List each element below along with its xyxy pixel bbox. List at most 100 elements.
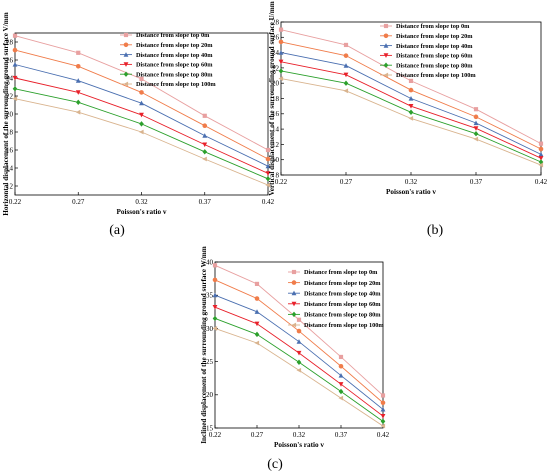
legend-marker <box>291 322 297 328</box>
legend-label: Distance from slope top 20m <box>396 33 473 40</box>
data-point <box>338 373 344 378</box>
data-point <box>12 86 18 92</box>
x-tick-label: 0.22 <box>9 198 22 206</box>
y-tick-label: 10 <box>272 156 280 164</box>
legend-marker <box>123 42 129 48</box>
y-tick-label: 12 <box>272 141 280 149</box>
legend: Distance from slope top 0m Distance from … <box>288 269 384 329</box>
legend-label: Distance from slope top 40m <box>396 43 473 50</box>
x-tick-label: 0.27 <box>72 198 85 206</box>
data-point <box>538 151 544 157</box>
legend-label: Distance from slope top 100m <box>136 81 216 88</box>
legend-label: Distance from slope top 20m <box>136 42 213 49</box>
chart-panel-2: 8 10 12 14 16 18 20 22 24 26 28 0.22 0.27 0.32 0.37 0.4… <box>268 1 548 238</box>
legend-label: Distance from slope top 60m <box>396 53 473 60</box>
y-tick-label: 20 <box>206 391 214 399</box>
data-point <box>202 123 208 129</box>
y-tick-label: 14 <box>272 126 280 134</box>
data-point <box>202 133 208 138</box>
data-point <box>265 156 271 162</box>
data-point <box>139 112 144 118</box>
data-point <box>473 136 479 142</box>
legend-label: Distance from slope top 40m <box>304 290 381 297</box>
legend-marker <box>123 52 129 57</box>
legend-marker <box>291 280 297 285</box>
data-point <box>202 113 207 118</box>
y-tick-label: 35 <box>206 292 214 300</box>
data-point <box>408 78 414 84</box>
data-point <box>212 315 218 322</box>
data-point <box>278 76 284 82</box>
y-tick-label: 20 <box>272 80 280 88</box>
data-point <box>473 120 479 126</box>
x-tick-label: 0.27 <box>340 178 353 186</box>
x-tick-label: 0.42 <box>535 178 548 186</box>
legend-label: Distance from slope top 60m <box>304 301 381 308</box>
legend-marker <box>123 81 129 87</box>
y-tick-label: 24 <box>6 74 14 82</box>
data-point <box>380 393 386 398</box>
chart-panel-3: 15 20 25 30 35 40 0.22 0.27 0.32 0.37 0.42 Poisson'… <box>200 246 390 472</box>
legend-marker <box>383 33 389 39</box>
y-tick-label: 22 <box>272 64 280 72</box>
y-axis-label: Horizontal displacement of the surroundi… <box>2 12 10 215</box>
data-point <box>265 147 271 153</box>
legend-marker <box>123 71 129 77</box>
panel-label: (b) <box>427 223 444 238</box>
data-point <box>139 121 144 127</box>
data-point <box>473 126 479 131</box>
data-point <box>343 63 349 68</box>
legend-label: Distance from slope top 60m <box>136 62 213 69</box>
data-point <box>278 27 284 32</box>
data-point <box>408 109 414 115</box>
data-point <box>254 321 260 327</box>
legend-marker <box>123 62 129 67</box>
y-tick-label: 40 <box>206 258 214 266</box>
data-point <box>139 90 144 95</box>
data-point <box>538 162 544 168</box>
data-point <box>296 339 302 344</box>
y-tick-label: 12 <box>6 182 14 190</box>
data-point <box>380 406 386 412</box>
data-point <box>343 88 349 94</box>
legend-marker <box>291 311 297 318</box>
y-tick-label: 8 <box>276 171 280 179</box>
data-point <box>278 50 284 55</box>
data-point <box>212 263 218 268</box>
data-point <box>408 115 414 121</box>
legend-label: Distance from slope top 40m <box>136 52 213 59</box>
data-point <box>254 296 260 301</box>
data-point <box>538 159 544 165</box>
y-tick-label: 15 <box>206 424 214 432</box>
x-tick-label: 0.37 <box>335 431 348 439</box>
data-point <box>139 100 144 106</box>
data-point <box>343 80 349 86</box>
data-point <box>265 171 271 176</box>
legend-marker <box>123 32 129 38</box>
data-point <box>296 350 302 356</box>
data-point <box>473 114 479 120</box>
legend-label: Distance from slope top 20m <box>304 280 381 287</box>
x-tick-label: 0.32 <box>405 178 418 186</box>
legend-label: Distance from slope top 80m <box>136 71 213 78</box>
y-tick-label: 26 <box>272 34 280 42</box>
data-point <box>265 163 271 169</box>
x-tick-label: 0.27 <box>251 431 264 439</box>
y-tick-label: 18 <box>272 95 280 103</box>
chart-panel-1: 12 14 16 18 20 22 24 26 28 0.22 0.27 0.32 0.37 0.42 Po… <box>2 12 275 238</box>
panel-label: (a) <box>109 223 125 238</box>
data-point <box>338 363 344 369</box>
data-point <box>212 325 218 331</box>
data-point <box>296 359 302 365</box>
data-point <box>139 76 144 81</box>
y-tick-label: 16 <box>272 110 280 118</box>
legend-marker <box>383 62 389 68</box>
x-tick-label: 0.37 <box>199 198 212 206</box>
data-point <box>343 72 349 78</box>
legend-label: Distance from slope top 100m <box>304 322 384 329</box>
y-tick-label: 25 <box>206 358 214 366</box>
x-tick-label: 0.32 <box>293 431 306 439</box>
data-point <box>75 63 81 69</box>
data-point <box>473 107 479 112</box>
